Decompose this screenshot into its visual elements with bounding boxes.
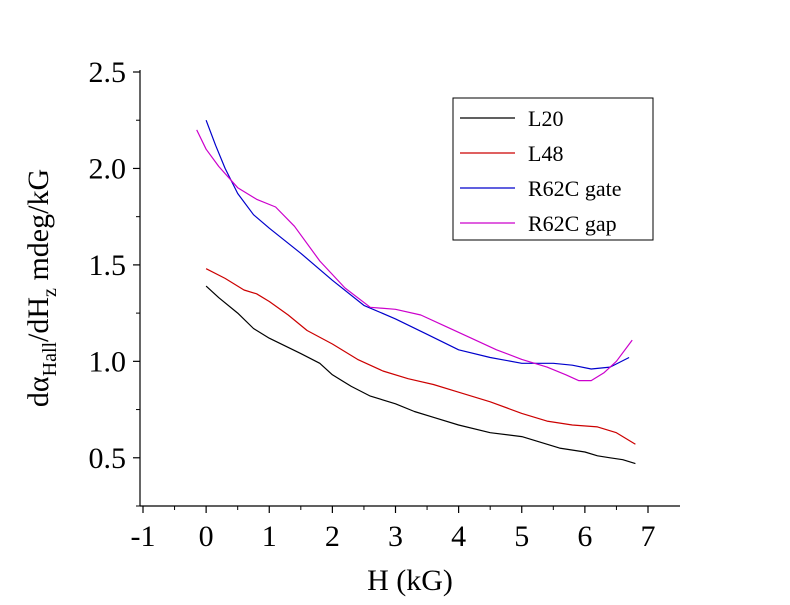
- x-tick-label: 7: [641, 520, 656, 553]
- y-axis-title-subscript-z: z: [39, 288, 61, 297]
- legend-box: [452, 97, 654, 241]
- y-tick-label: 0.5: [89, 442, 127, 475]
- y-axis-ticks: 0.5 1.0 1.5 2.0 2.5: [89, 56, 140, 507]
- legend-label-l20: L20: [528, 106, 563, 131]
- series-line-l48: [205, 268, 636, 445]
- x-tick-label: 2: [325, 520, 340, 553]
- y-axis-title-mid: /dH: [22, 297, 55, 342]
- series-line-r62c-gate: [205, 119, 630, 370]
- x-tick-label: 0: [199, 520, 214, 553]
- legend-label-r62c-gap: R62C gap: [528, 211, 617, 236]
- series-line-r62c-gap: [196, 129, 633, 382]
- series-line-l20: [205, 285, 636, 465]
- y-axis-title: dαHall/dHz mdeg/kG: [22, 169, 61, 407]
- y-tick-label: 1.0: [89, 345, 127, 378]
- x-tick-label: 1: [262, 520, 277, 553]
- x-tick-label: 6: [577, 520, 592, 553]
- series-layer: [196, 119, 636, 465]
- plot-axes: [139, 70, 680, 507]
- x-axis-ticks: -1 0 1 2 3 4 5 6 7: [131, 506, 656, 553]
- x-tick-label: 4: [451, 520, 466, 553]
- x-tick-label: 3: [388, 520, 403, 553]
- legend-items: L20 L48 R62C gate R62C gap: [460, 106, 622, 236]
- x-tick-label: -1: [131, 520, 156, 553]
- legend-label-r62c-gate: R62C gate: [528, 176, 622, 201]
- y-tick-label: 2.5: [89, 56, 127, 89]
- y-axis-title-prefix: dα: [22, 376, 55, 407]
- y-tick-label: 2.0: [89, 152, 127, 185]
- x-tick-label: 5: [514, 520, 529, 553]
- y-axis-title-subscript-hall: Hall: [39, 342, 61, 377]
- y-axis-title-suffix: mdeg/kG: [22, 169, 55, 288]
- x-axis-title: H (kG): [367, 564, 453, 597]
- y-tick-label: 1.5: [89, 249, 127, 282]
- legend: L20 L48 R62C gate R62C gap: [452, 97, 654, 241]
- legend-label-l48: L48: [528, 141, 563, 166]
